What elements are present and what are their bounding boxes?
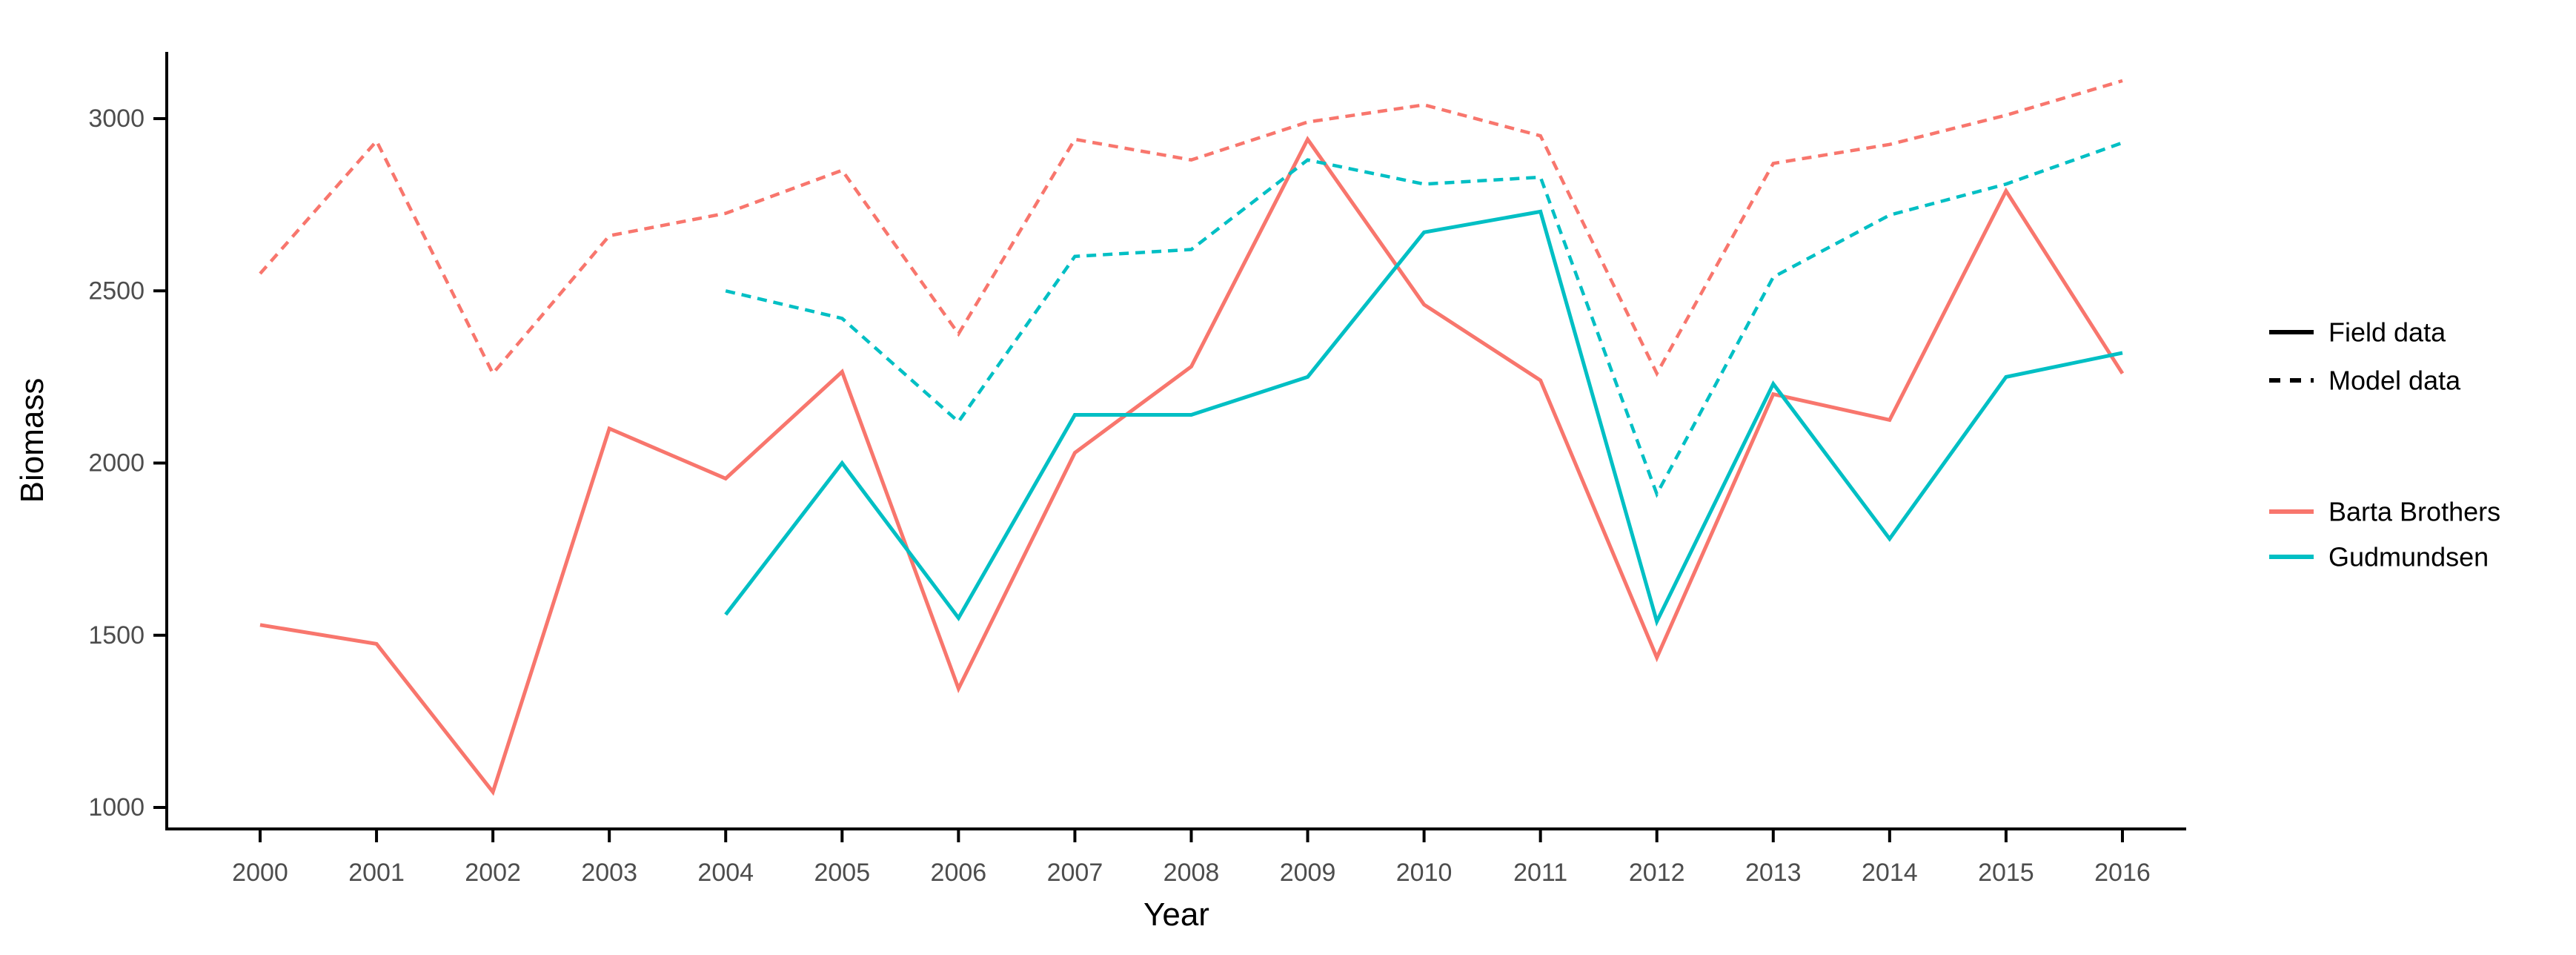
x-axis-tick-label: 2014 — [1862, 859, 1918, 887]
y-axis-title: Biomass — [14, 378, 50, 503]
x-axis-tick-label: 2010 — [1396, 859, 1453, 887]
y-axis-tick-label: 3000 — [88, 105, 145, 133]
x-axis-tick-label: 2006 — [931, 859, 987, 887]
series-line-barta-brothers-field — [259, 136, 2125, 796]
y-axis-tick-label: 1000 — [88, 793, 145, 822]
x-axis-tick-label: 2000 — [232, 859, 288, 887]
legend-label-model-data: Model data — [2328, 366, 2461, 396]
y-axis-tick-label: 1500 — [88, 621, 145, 650]
x-axis-tick-label: 2001 — [348, 859, 405, 887]
x-axis-tick-label: 2011 — [1513, 859, 1567, 887]
x-axis-tick-label: 2003 — [581, 859, 637, 887]
x-axis-tick-label: 2004 — [697, 859, 754, 887]
series-line-barta-brothers-model — [259, 79, 2123, 377]
x-axis-tick-label: 2013 — [1745, 859, 1802, 887]
legend-label-field-data: Field data — [2328, 317, 2446, 348]
x-axis-title: Year — [1143, 896, 1209, 933]
x-axis-tick-label: 2002 — [465, 859, 521, 887]
x-axis-tick-label: 2005 — [814, 859, 870, 887]
x-axis-tick-label: 2015 — [1978, 859, 2034, 887]
x-axis-tick-label: 2009 — [1280, 859, 1336, 887]
legend-label-barta-brothers: Barta Brothers — [2328, 497, 2500, 527]
legend-label-gudmundsen: Gudmundsen — [2328, 542, 2489, 572]
x-axis-tick-label: 2012 — [1629, 859, 1685, 887]
x-axis-tick-label: 2007 — [1047, 859, 1103, 887]
x-axis-tick-label: 2008 — [1163, 859, 1220, 887]
y-axis-tick-label: 2000 — [88, 449, 145, 478]
y-axis-tick-label: 2500 — [88, 277, 145, 305]
x-axis-tick-label: 2016 — [2094, 859, 2151, 887]
series-line-gudmundsen-model — [725, 141, 2123, 498]
series-line-gudmundsen-field — [724, 209, 2123, 627]
